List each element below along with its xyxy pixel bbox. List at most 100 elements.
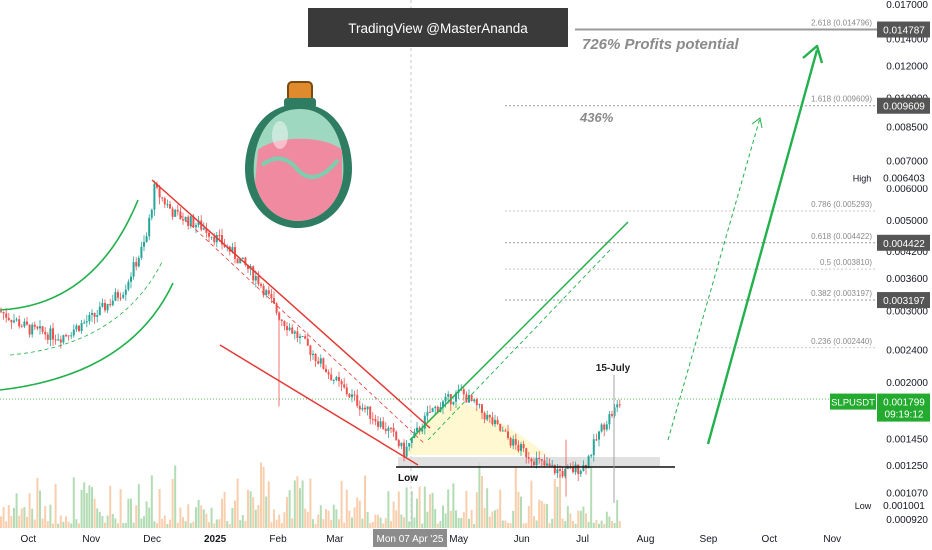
volume-bar <box>553 479 556 528</box>
volume-bar <box>592 522 595 528</box>
candle-body <box>46 334 49 340</box>
candle-body <box>293 331 296 334</box>
volume-bar <box>122 523 125 528</box>
candle-body <box>392 427 395 432</box>
volume-bar <box>221 498 223 528</box>
candle-body <box>520 444 522 451</box>
candle-body <box>530 458 533 462</box>
volume-bar <box>338 519 340 528</box>
volume-bar <box>13 507 15 528</box>
low-label: Low <box>398 473 418 484</box>
volume-bar <box>228 523 231 528</box>
candle-body <box>468 394 470 403</box>
volume-bar <box>579 510 582 528</box>
volume-bar <box>169 519 171 528</box>
volume-bar <box>153 521 156 528</box>
volume-bar <box>395 510 398 528</box>
volume-bar <box>551 518 554 528</box>
price-tick: 0.012000 <box>886 62 928 73</box>
time-tick: Jul <box>576 534 589 545</box>
candle-body <box>452 401 455 405</box>
volume-bar <box>75 519 78 528</box>
candle-body <box>491 417 494 425</box>
candle-body <box>137 257 140 267</box>
candle-body <box>286 326 288 331</box>
volume-bar <box>161 518 164 528</box>
volume-bar <box>616 499 619 528</box>
volume-bar <box>291 518 294 528</box>
volume-bar <box>96 508 99 528</box>
candle-body <box>436 406 439 413</box>
candle-body <box>78 325 80 332</box>
candle-body <box>540 459 543 461</box>
volume-bar <box>525 523 528 528</box>
time-tick: 2025 <box>204 534 227 545</box>
time-axis[interactable]: Oct Nov Dec 2025 Feb Mar May Jun Jul Aug Sep Oct Nov… <box>0 528 932 550</box>
volume-bar <box>481 476 483 528</box>
volume-bar <box>286 497 288 528</box>
july-label: 15-July <box>596 363 631 374</box>
volume-bar <box>538 499 541 528</box>
time-tick: Sep <box>700 534 718 545</box>
candle-body <box>400 442 403 447</box>
volume-bar <box>57 523 60 528</box>
volume-bar <box>299 488 301 528</box>
volume-bar <box>278 514 281 528</box>
candle-body <box>431 408 434 413</box>
high-label: High <box>853 173 872 183</box>
candle-body <box>291 327 294 334</box>
volume-bar <box>114 518 117 528</box>
candle-body <box>72 329 75 336</box>
volume-bar <box>296 476 299 528</box>
volume-bar <box>590 461 593 528</box>
candle-body <box>153 183 156 210</box>
price-tick: 0.003600 <box>886 274 928 285</box>
volume-bar <box>447 489 450 528</box>
candle-body <box>348 394 351 398</box>
candle-body <box>20 326 23 328</box>
volume-bar <box>208 522 210 528</box>
volume-bar <box>535 520 538 528</box>
candle-body <box>158 187 161 198</box>
time-tick: Nov <box>823 534 841 545</box>
candle-body <box>444 396 447 402</box>
volume-bar <box>566 506 569 528</box>
candle-body <box>566 467 569 469</box>
candle-body <box>590 455 593 457</box>
candle-body <box>93 313 96 317</box>
volume-bar <box>39 490 41 528</box>
percent-label: 436% <box>579 110 614 125</box>
time-tick: May <box>449 534 468 545</box>
symbol-tag: SLPUSDT <box>831 398 875 409</box>
candle-body <box>434 406 437 409</box>
price-axis[interactable]: 0.0170000.0140000.0120000.0100000.008500… <box>877 0 932 528</box>
price-tick: 0.008500 <box>886 122 928 133</box>
candle-body <box>52 328 54 340</box>
volume-bar <box>247 489 249 528</box>
volume-bar <box>387 491 390 528</box>
drawings <box>0 44 824 503</box>
candle-body <box>405 446 408 457</box>
candle-body <box>202 228 205 230</box>
volume-bar <box>564 521 567 528</box>
candle-body <box>57 339 60 341</box>
volume-bar <box>171 478 174 528</box>
volume-bar <box>605 511 608 528</box>
candle-body <box>98 306 101 316</box>
candle-body <box>275 303 278 313</box>
candle-body <box>267 290 270 294</box>
price-tick: 0.004200 <box>886 247 928 258</box>
volume-bar <box>384 518 387 528</box>
symbol-tag-bg <box>830 393 876 410</box>
candle-body <box>395 431 398 441</box>
volume-bar <box>98 511 101 528</box>
fib-label: 1.618 (0.009609) <box>811 95 872 104</box>
volume-bar <box>514 467 517 528</box>
volume-bar <box>618 521 621 528</box>
volume-bar <box>163 515 166 528</box>
volume-bar <box>254 509 257 528</box>
volume-bar <box>265 496 268 528</box>
price-tick: 0.006000 <box>886 184 928 195</box>
candle-body <box>67 335 70 337</box>
